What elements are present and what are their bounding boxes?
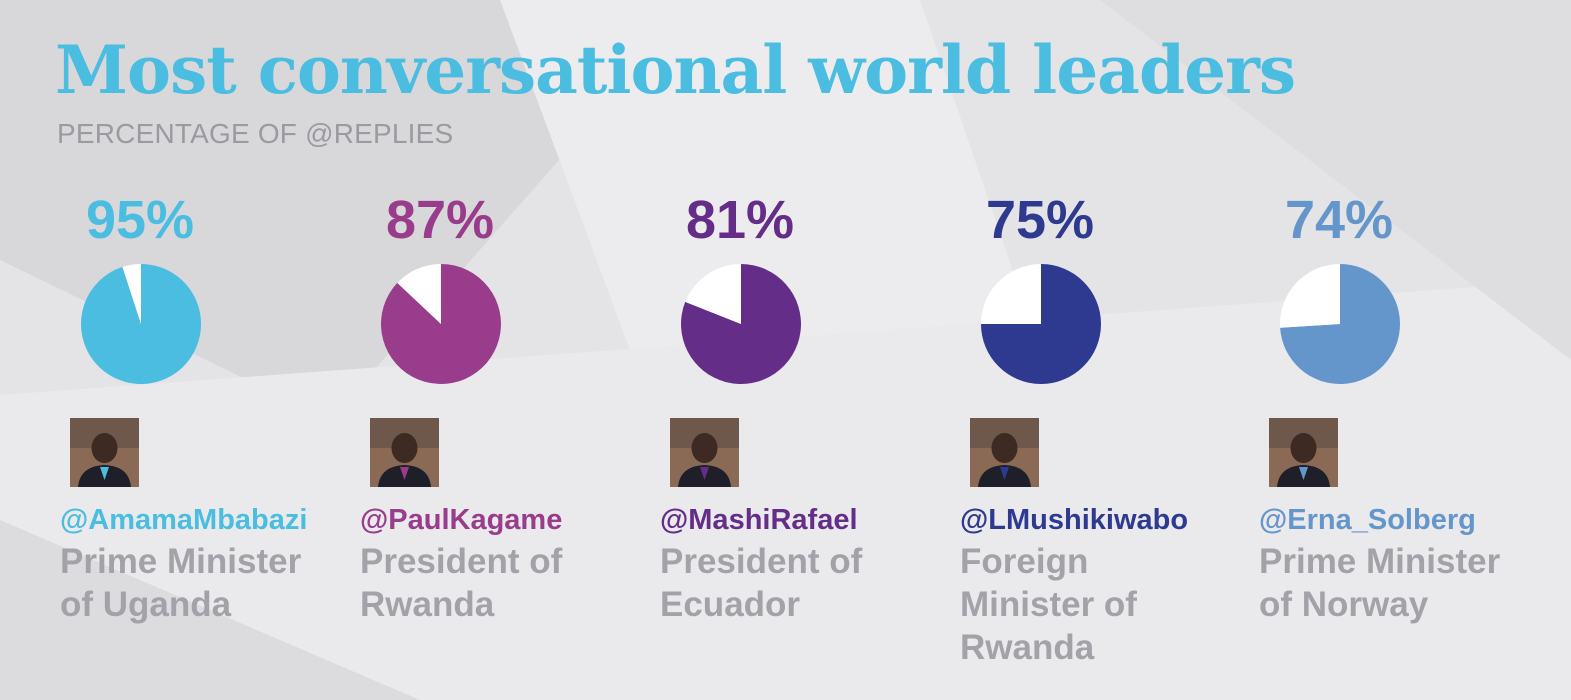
leader-card: 75% @LMushikiwabo Foreign Minister of Rwan… [960, 190, 1260, 680]
leader-card: 74% @Erna_Solberg Prime Minister of Norway [1259, 190, 1559, 680]
data-label: 87% [385, 190, 495, 250]
person-photo-icon [970, 418, 1039, 487]
person-photo-icon [370, 418, 439, 487]
twitter-handle[interactable]: @PaulKagame [360, 504, 563, 536]
pie-slice-remainder [981, 264, 1041, 324]
person-photo-icon [670, 418, 739, 487]
pie-chart [1280, 264, 1401, 384]
pie-slice-remainder [397, 264, 441, 324]
pie-chart [981, 264, 1101, 384]
chart-subtitle: PERCENTAGE OF @REPLIES [57, 118, 454, 149]
twitter-handle[interactable]: @Erna_Solberg [1259, 504, 1476, 536]
person-photo-icon [70, 418, 139, 487]
pie-slice-value [81, 264, 202, 384]
pie-slice-remainder [685, 264, 741, 324]
pie-chart [381, 264, 502, 384]
leader-role: President of Ecuador [660, 542, 863, 624]
pie-chart [81, 264, 202, 384]
leader-card: 81% @MashiRafael President of Ecuador [660, 190, 960, 680]
pie-chart [680, 264, 801, 384]
twitter-handle[interactable]: @MashiRafael [660, 504, 858, 536]
person-photo-icon [1269, 418, 1338, 487]
data-label: 74% [1284, 190, 1394, 250]
chart-title: Most conversational world leaders [55, 31, 1296, 109]
leader-card: 87% @PaulKagame President of Rwanda [360, 190, 660, 680]
pie-slice-value [1280, 264, 1401, 384]
pie-slice-value [680, 264, 801, 384]
twitter-handle[interactable]: @LMushikiwabo [960, 504, 1189, 536]
leader-role: Prime Minister of Uganda [60, 542, 302, 624]
pie-slice-remainder [1280, 264, 1340, 328]
leader-role: President of Rwanda [360, 542, 563, 624]
twitter-handle[interactable]: @AmamaMbabazi [60, 504, 308, 536]
data-label: 95% [85, 190, 195, 250]
data-label: 81% [685, 190, 795, 250]
leader-role: Foreign Minister of Rwanda [960, 542, 1137, 667]
leader-card: 95% @AmamaMbabazi Prime Minister of Uganda [60, 190, 360, 680]
data-label: 75% [985, 190, 1095, 250]
pie-slice-value [381, 264, 502, 384]
leader-role: Prime Minister of Norway [1259, 542, 1501, 624]
pie-slice-remainder [122, 264, 141, 324]
